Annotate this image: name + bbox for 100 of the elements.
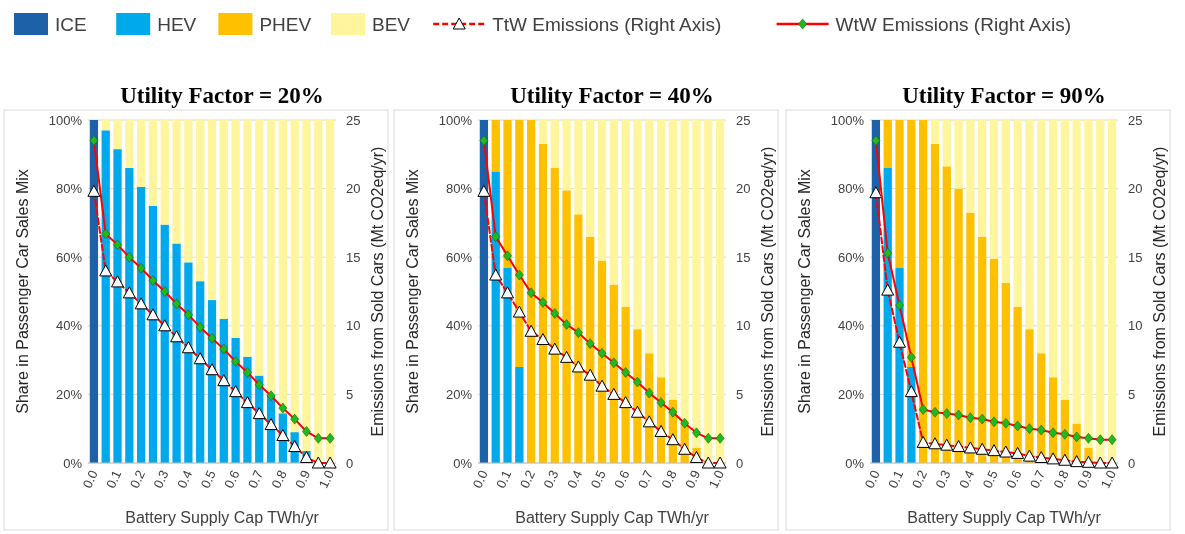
y2-tick-label: 25 [1128, 112, 1143, 128]
bar [255, 120, 264, 376]
x-tick-label: 0.4 [173, 467, 196, 491]
y2-tick-label: 5 [736, 386, 744, 402]
bar [148, 205, 158, 463]
x-tick-label: 0.6 [1003, 467, 1025, 491]
y2-axis-title: Emissions from Sold Cars (Mt CO2eq/yr) [759, 146, 776, 437]
bar [966, 212, 975, 463]
bar [503, 267, 512, 463]
x-axis-title: Battery Supply Cap TWh/yr [907, 509, 1102, 526]
bar [550, 168, 559, 463]
bar [302, 120, 311, 451]
bar [515, 120, 524, 367]
y-tick-label: 80% [445, 181, 473, 197]
bar [479, 120, 489, 463]
x-tick-label: 0.9 [1074, 467, 1096, 491]
x-tick-label: 0.2 [908, 467, 930, 491]
bar [597, 120, 607, 261]
y-tick-label: 20% [55, 386, 83, 402]
x-tick-label: 0.2 [126, 467, 148, 491]
y-tick-label: 100% [830, 112, 865, 128]
bar [491, 120, 500, 172]
bar [930, 120, 940, 145]
bar [325, 120, 335, 463]
bar [907, 120, 916, 367]
y2-tick-label: 15 [736, 249, 751, 265]
bar [1013, 120, 1022, 307]
bar [954, 120, 963, 189]
bar [621, 120, 630, 307]
bar [692, 120, 701, 448]
bar [942, 120, 951, 167]
x-tick-label: 0.4 [955, 467, 978, 491]
y2-tick-label: 15 [1128, 249, 1143, 265]
x-tick-label: 0.7 [1026, 467, 1049, 491]
legend-label: PHEV [259, 13, 312, 35]
chart-title: Utility Factor = 40% [510, 83, 714, 108]
y2-axis-title: Emissions from Sold Cars (Mt CO2eq/yr) [369, 146, 386, 437]
y-tick-label: 60% [837, 249, 865, 265]
x-tick-label: 0.5 [197, 467, 219, 491]
bar [1048, 120, 1058, 378]
bar [231, 120, 240, 338]
bar [89, 120, 99, 463]
bar [266, 120, 276, 395]
y-tick-label: 100% [438, 112, 473, 128]
x-tick-label: 0.1 [103, 467, 125, 491]
x-tick-label: 0.4 [563, 467, 586, 491]
x-axis-title: Battery Supply Cap TWh/yr [515, 509, 710, 526]
bar [243, 120, 252, 357]
y2-tick-label: 10 [736, 318, 751, 334]
bar [668, 120, 677, 400]
y2-tick-label: 0 [346, 455, 354, 471]
y2-tick-label: 0 [736, 455, 744, 471]
x-tick-label: 0.9 [292, 467, 314, 491]
bar [125, 120, 134, 169]
y-tick-label: 40% [445, 318, 473, 334]
bar [656, 120, 666, 378]
y-tick-label: 60% [55, 249, 83, 265]
bar [989, 120, 999, 259]
x-tick-label: 0.6 [611, 467, 633, 491]
bar [1001, 120, 1010, 283]
bar [137, 120, 146, 187]
y-axis-title: Share in Passenger Car Sales Mix [796, 169, 813, 414]
bar [978, 120, 987, 237]
bar [942, 166, 951, 463]
bar [1037, 120, 1046, 354]
bar [919, 120, 928, 463]
bar [680, 120, 689, 424]
y2-axis-title: Emissions from Sold Cars (Mt CO2eq/yr) [1151, 146, 1168, 437]
bar [550, 120, 559, 169]
bar [148, 120, 158, 206]
x-tick-label: 0.1 [885, 467, 907, 491]
x-tick-label: 0.5 [587, 467, 609, 491]
y2-tick-label: 20 [346, 181, 361, 197]
bar [184, 262, 193, 463]
y2-tick-label: 25 [736, 112, 751, 128]
x-tick-label: 0.3 [540, 467, 562, 491]
y2-tick-label: 10 [1128, 318, 1143, 334]
y-tick-label: 80% [837, 181, 865, 197]
y2-tick-label: 25 [346, 112, 361, 128]
x-tick-label: 0.8 [658, 467, 680, 491]
y-tick-label: 100% [48, 112, 83, 128]
bar [314, 120, 323, 463]
bar [1025, 120, 1034, 330]
bar [586, 120, 595, 237]
y2-tick-label: 15 [346, 249, 361, 265]
bar [137, 186, 146, 463]
y2-tick-label: 5 [346, 386, 354, 402]
x-tick-label: 0.1 [493, 467, 515, 491]
bar [538, 144, 548, 463]
x-tick-label: 0.7 [244, 467, 267, 491]
bar [562, 120, 571, 191]
bar [1084, 120, 1093, 448]
bar [113, 120, 122, 150]
bar [562, 190, 571, 463]
x-tick-label: 0.9 [682, 467, 704, 491]
x-tick-label: 0.2 [516, 467, 538, 491]
bar [954, 188, 963, 463]
y-axis-title: Share in Passenger Car Sales Mix [14, 169, 31, 414]
x-tick-label: 1.0 [705, 467, 727, 491]
bar [207, 120, 217, 301]
